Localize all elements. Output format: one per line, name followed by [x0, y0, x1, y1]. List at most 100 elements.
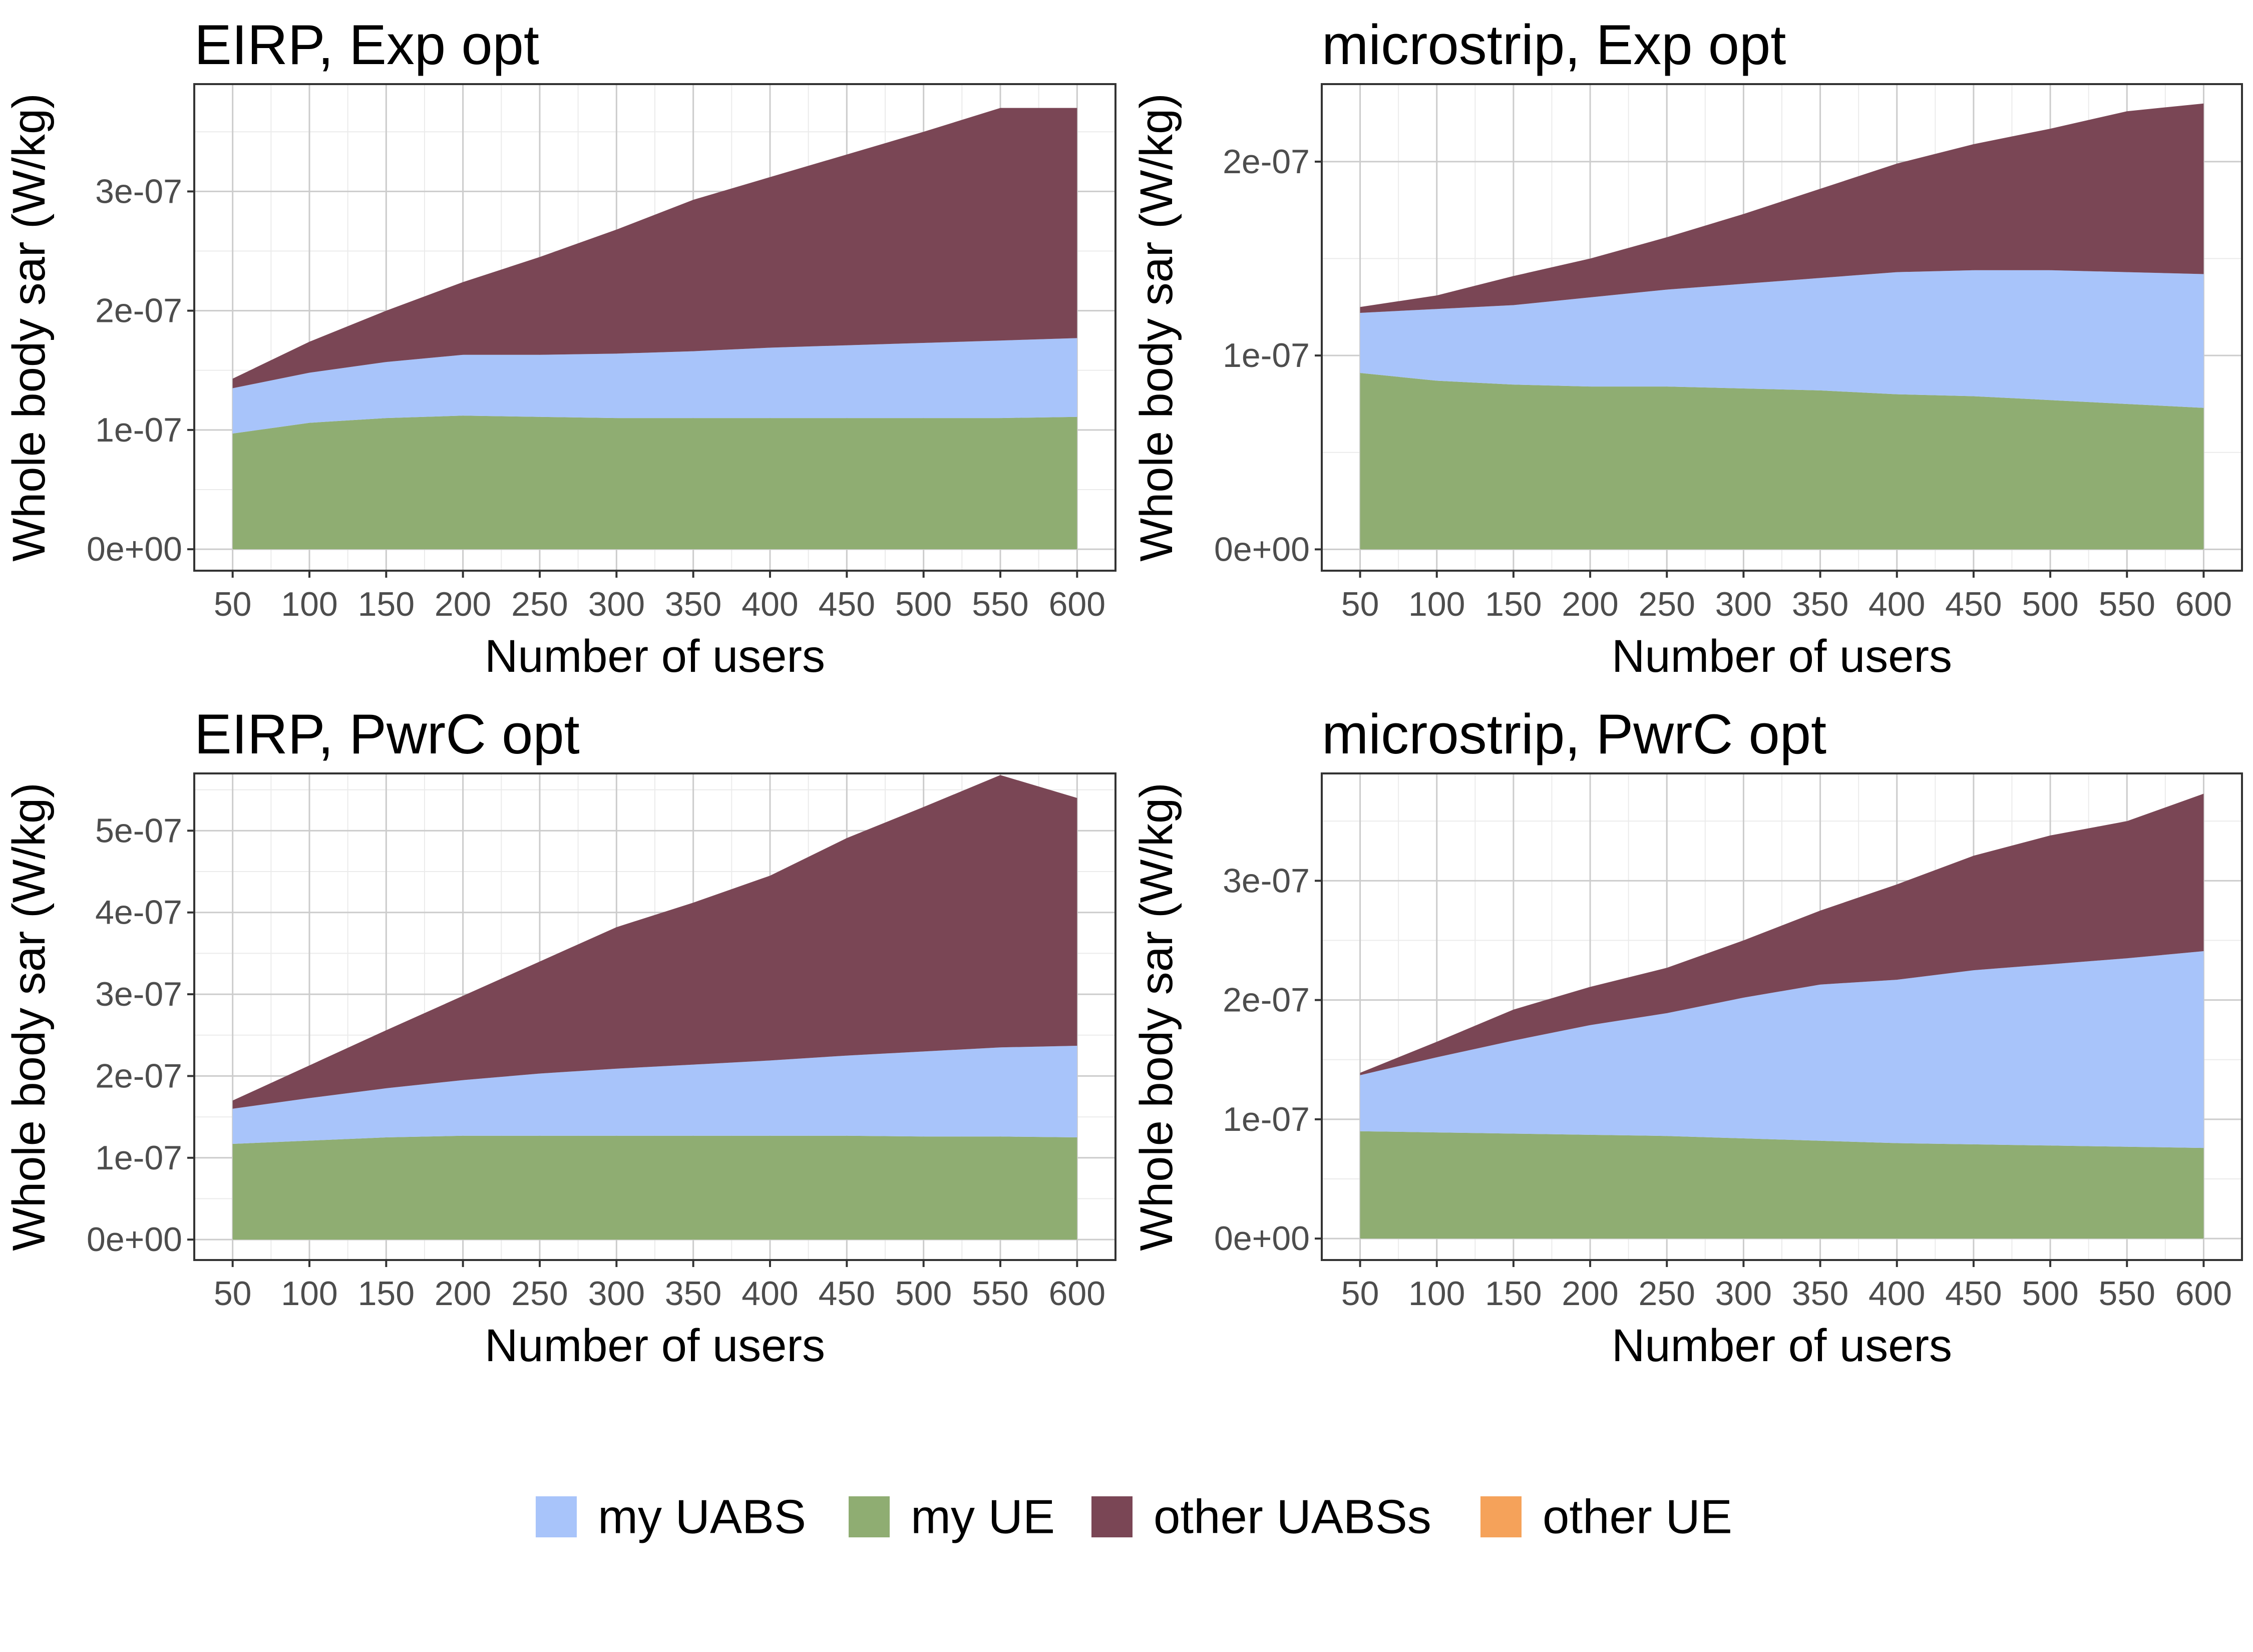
x-tick-label: 450 — [819, 1275, 875, 1313]
panel-title: EIRP, PwrC opt — [194, 703, 580, 765]
x-tick-label: 50 — [1341, 1275, 1379, 1313]
x-tick-label: 100 — [281, 1275, 337, 1313]
x-tick-label: 400 — [1868, 585, 1925, 623]
legend-key — [1480, 1496, 1522, 1537]
area-my-uabs — [232, 338, 1077, 434]
x-tick-label: 250 — [1639, 1275, 1695, 1313]
x-axis-title: Number of users — [485, 1320, 825, 1371]
x-tick-label: 200 — [435, 1275, 491, 1313]
y-tick-label: 4e-07 — [95, 894, 182, 932]
plot-border — [1321, 772, 2243, 1261]
x-tick-label: 150 — [1485, 585, 1542, 623]
x-tick-label: 250 — [1639, 585, 1695, 623]
x-tick-label: 50 — [214, 1275, 252, 1313]
y-tick-label: 2e-07 — [1223, 981, 1310, 1019]
chart-panels: 0e+00 1e-07 2e-07 3e-07 50 100 150 200 250 300 350… — [4, 14, 2243, 1371]
legend-item: other UE — [1480, 1490, 1732, 1544]
legend-label: other UE — [1543, 1490, 1732, 1544]
x-tick-label: 150 — [358, 585, 415, 623]
x-axis-title: Number of users — [485, 631, 825, 682]
x-tick-label: 200 — [1562, 1275, 1618, 1313]
plot-border — [1321, 83, 2243, 572]
chart-panel-2: 0e+00 1e-07 2e-07 50 100 150 200 250 300 350 400 45… — [1131, 14, 2243, 682]
x-tick-label: 350 — [1792, 585, 1848, 623]
x-tick-label: 350 — [1792, 1275, 1848, 1313]
x-tick-label: 300 — [1715, 1275, 1772, 1313]
x-tick-label: 450 — [1945, 585, 2002, 623]
legend-key — [536, 1496, 577, 1537]
area-my-ue — [232, 416, 1077, 550]
x-axis-title: Number of users — [1612, 1320, 1952, 1371]
y-tick-label: 1e-07 — [1223, 336, 1310, 374]
chart-panel-4: 0e+00 1e-07 2e-07 3e-07 50 100 150 200 250 300 350… — [1131, 703, 2243, 1371]
legend-item: my UE — [849, 1490, 1055, 1544]
area-other-uabss — [232, 108, 1077, 388]
x-tick-label: 450 — [819, 585, 875, 623]
x-tick-label: 150 — [1485, 1275, 1542, 1313]
x-tick-label: 50 — [214, 585, 252, 623]
legend: my UABS my UE other UABSs other UE — [536, 1490, 1732, 1544]
y-tick-label: 2e-07 — [95, 292, 182, 330]
chart-panel-1: 0e+00 1e-07 2e-07 3e-07 50 100 150 200 250 300 350… — [4, 14, 1116, 682]
x-tick-label: 100 — [281, 585, 337, 623]
area-other-uabss — [1360, 793, 2204, 1075]
x-tick-label: 550 — [2099, 585, 2155, 623]
y-tick-label: 1e-07 — [1223, 1100, 1310, 1138]
x-tick-label: 500 — [2022, 1275, 2078, 1313]
x-tick-label: 500 — [2022, 585, 2078, 623]
plot-border — [193, 772, 1116, 1261]
legend-label: other UABSs — [1154, 1490, 1431, 1544]
x-axis-title: Number of users — [1612, 631, 1952, 682]
y-tick-label: 3e-07 — [95, 975, 182, 1013]
y-tick-label: 0e+00 — [87, 1220, 182, 1259]
y-tick-label: 2e-07 — [95, 1057, 182, 1095]
y-axis-title: Whole body sar (W/kg) — [4, 782, 55, 1251]
area-my-ue — [1360, 373, 2204, 550]
y-axis-title: Whole body sar (W/kg) — [4, 93, 55, 562]
y-axis-title: Whole body sar (W/kg) — [1131, 93, 1182, 562]
x-tick-label: 550 — [972, 585, 1028, 623]
x-tick-label: 50 — [1341, 585, 1379, 623]
x-tick-label: 500 — [895, 585, 952, 623]
x-tick-label: 600 — [1049, 1275, 1105, 1313]
x-tick-label: 300 — [588, 585, 645, 623]
y-tick-label: 3e-07 — [1223, 862, 1310, 900]
legend-label: my UABS — [598, 1490, 806, 1544]
y-tick-label: 1e-07 — [95, 411, 182, 449]
y-tick-label: 3e-07 — [95, 172, 182, 210]
x-tick-label: 400 — [741, 585, 798, 623]
area-my-uabs — [232, 1046, 1077, 1144]
x-tick-label: 350 — [665, 585, 721, 623]
x-tick-label: 400 — [741, 1275, 798, 1313]
y-tick-label: 5e-07 — [95, 811, 182, 850]
x-tick-label: 150 — [358, 1275, 415, 1313]
panel-title: microstrip, PwrC opt — [1322, 703, 1826, 765]
area-other-uabss — [1360, 103, 2204, 313]
y-axis-title: Whole body sar (W/kg) — [1131, 782, 1182, 1251]
legend-key — [849, 1496, 890, 1537]
x-tick-label: 100 — [1408, 585, 1465, 623]
y-tick-label: 1e-07 — [95, 1139, 182, 1177]
x-tick-label: 100 — [1408, 1275, 1465, 1313]
panel-title: microstrip, Exp opt — [1322, 14, 1786, 76]
plot-border — [193, 83, 1116, 572]
area-my-ue — [1360, 1131, 2204, 1239]
area-my-uabs — [1360, 270, 2204, 408]
x-tick-label: 600 — [2175, 1275, 2232, 1313]
x-tick-label: 300 — [1715, 585, 1772, 623]
y-tick-label: 2e-07 — [1223, 143, 1310, 181]
x-tick-label: 550 — [972, 1275, 1028, 1313]
legend-key — [1091, 1496, 1133, 1537]
area-other-uabss — [232, 775, 1077, 1109]
x-tick-label: 500 — [895, 1275, 952, 1313]
x-tick-label: 600 — [2175, 585, 2232, 623]
x-tick-label: 200 — [1562, 585, 1618, 623]
area-my-ue — [232, 1135, 1077, 1240]
x-tick-label: 350 — [665, 1275, 721, 1313]
x-tick-label: 400 — [1868, 1275, 1925, 1313]
x-tick-label: 450 — [1945, 1275, 2002, 1313]
y-tick-label: 0e+00 — [1214, 530, 1310, 568]
x-tick-label: 600 — [1049, 585, 1105, 623]
panel-title: EIRP, Exp opt — [194, 14, 539, 76]
